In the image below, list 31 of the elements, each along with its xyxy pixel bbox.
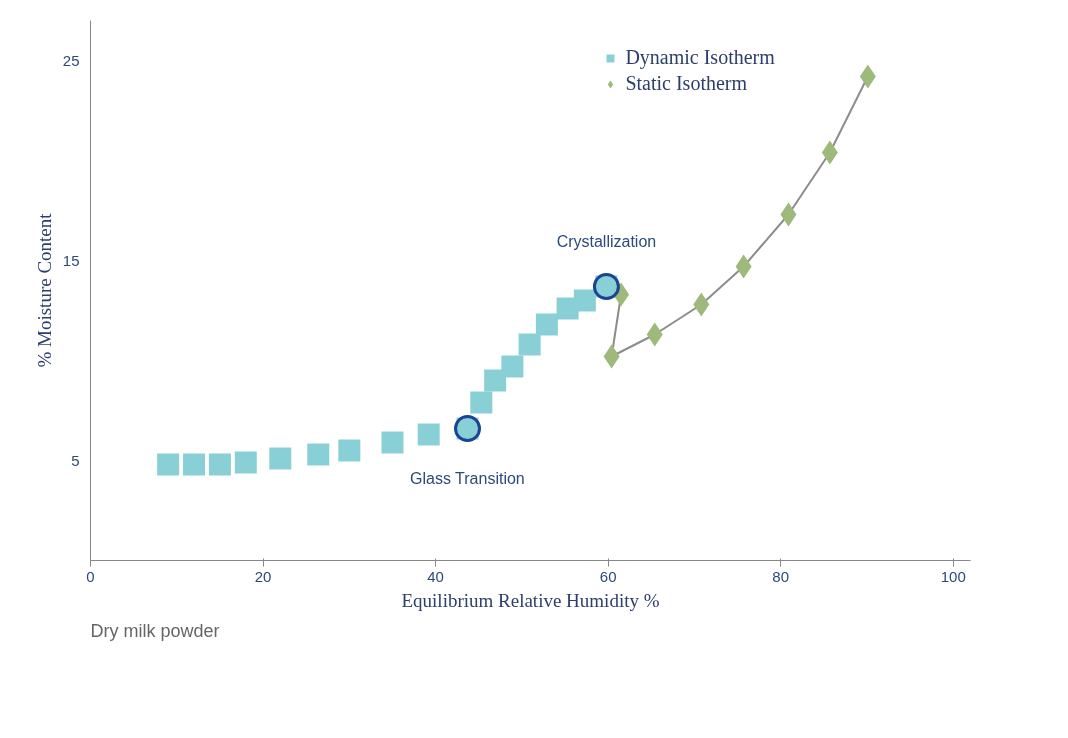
point [381, 431, 404, 454]
point [573, 289, 596, 312]
point [234, 451, 257, 474]
annotation: Glass Transition [410, 470, 525, 487]
point [470, 391, 493, 414]
y-axis-title: % Moisture Content [33, 212, 55, 368]
legend-label: Dynamic Isotherm [625, 46, 775, 69]
text: Dry milk powder [90, 620, 220, 641]
legend-label: Static Isotherm [625, 72, 748, 95]
x-tick-label: 60 [599, 567, 617, 585]
x-tick-label: 80 [772, 567, 790, 585]
x-axis-title: Equilibrium Relative Humidity % [401, 589, 660, 611]
point [501, 355, 524, 378]
y-tick-label: 15 [62, 251, 80, 269]
x-tick-label: 20 [254, 567, 272, 585]
point [484, 369, 507, 392]
x-tick-label: 100 [940, 567, 966, 585]
y-tick-label: 25 [62, 51, 80, 69]
x-tick-label: 40 [427, 567, 444, 585]
point [417, 423, 440, 446]
point [269, 447, 292, 470]
point [535, 313, 558, 336]
point [307, 443, 330, 466]
y-tick-label: 5 [71, 451, 80, 469]
annotation: Crystallization [556, 233, 657, 250]
point [338, 439, 361, 462]
point [183, 453, 206, 476]
point [208, 453, 231, 476]
x-tick-label: 0 [86, 567, 95, 585]
point [157, 453, 180, 476]
point [518, 333, 541, 356]
